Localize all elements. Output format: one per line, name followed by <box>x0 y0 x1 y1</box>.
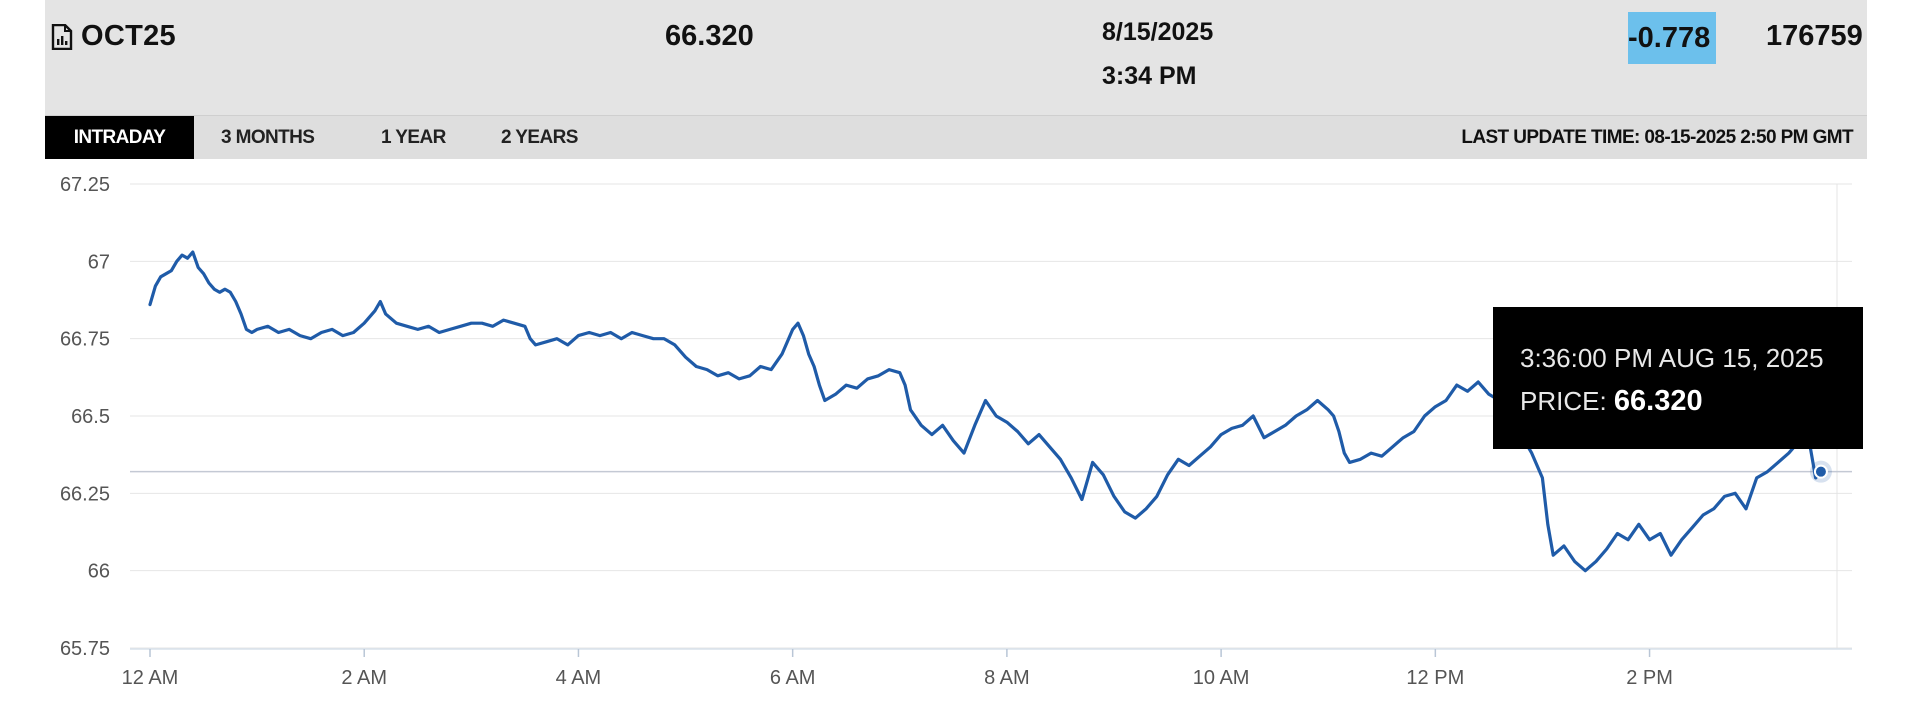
price-tooltip: 3:36:00 PM AUG 15, 2025 PRICE: 66.320 <box>1493 307 1863 449</box>
tooltip-time: 3:36:00 PM AUG 15, 2025 <box>1520 343 1824 373</box>
y-tick-label: 66 <box>88 561 110 583</box>
tab-3-months[interactable]: 3 MONTHS <box>221 127 315 148</box>
volume: 176759 <box>1766 20 1863 52</box>
document-chart-icon[interactable] <box>51 23 73 50</box>
quote-date: 8/15/2025 <box>1102 18 1214 46</box>
tab-1-year[interactable]: 1 YEAR <box>381 127 446 148</box>
x-tick-label: 12 AM <box>122 667 179 689</box>
tooltip-price-value: 66.320 <box>1613 385 1703 417</box>
symbol-label: OCT25 <box>81 20 176 52</box>
tab-intraday[interactable]: INTRADAY <box>45 116 194 159</box>
symbol-group[interactable]: OCT25 <box>51 20 176 53</box>
tooltip-price: PRICE: 66.320 <box>1520 385 1703 418</box>
tooltip-price-label: PRICE: <box>1520 386 1607 416</box>
tab-2-years[interactable]: 2 YEARS <box>501 127 578 148</box>
last-update-time: LAST UPDATE TIME: 08-15-2025 2:50 PM GMT <box>1461 127 1853 148</box>
range-tab-bar: INTRADAY 3 MONTHS 1 YEAR 2 YEARS LAST UP… <box>45 115 1867 159</box>
y-tick-label: 67 <box>88 251 110 273</box>
price-change-value: -0.778 <box>1628 12 1717 64</box>
price-chart[interactable]: 67.25 67 66.75 66.5 66.25 66 65.75 12 AM 2 AM 4 A… <box>0 160 1920 703</box>
y-tick-label: 65.75 <box>60 638 110 660</box>
x-tick-label: 2 PM <box>1626 667 1673 689</box>
x-tick-label: 4 AM <box>556 667 602 689</box>
x-tick-label: 2 AM <box>341 667 387 689</box>
last-price: 66.320 <box>665 20 754 52</box>
y-tick-label: 66.5 <box>71 406 110 428</box>
quote-time: 3:34 PM <box>1102 62 1197 90</box>
x-tick-label: 10 AM <box>1193 667 1250 689</box>
hover-marker-point <box>1813 464 1828 479</box>
quote-header: OCT25 66.320 8/15/2025 3:34 PM -0.778 17… <box>45 0 1867 115</box>
price-change: -0.778 <box>1628 12 1717 64</box>
x-tick-label: 6 AM <box>770 667 816 689</box>
y-tick-label: 67.25 <box>60 174 110 196</box>
x-tick-label: 8 AM <box>984 667 1030 689</box>
y-tick-label: 66.25 <box>60 483 110 505</box>
y-tick-label: 66.75 <box>60 329 110 351</box>
x-tick-label: 12 PM <box>1406 667 1464 689</box>
